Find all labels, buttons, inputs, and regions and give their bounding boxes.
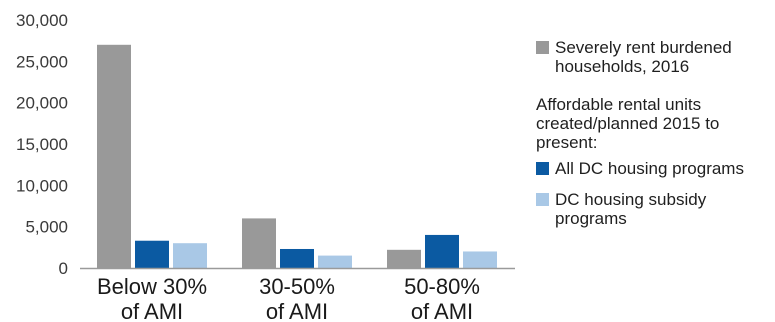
legend-label-dc-housing-subsidy-programs: DC housing subsidy programs bbox=[555, 190, 707, 228]
x-category-label: of AMI bbox=[266, 299, 328, 322]
bar bbox=[280, 248, 314, 268]
x-category-label: 50-80% bbox=[404, 274, 480, 299]
bar bbox=[173, 243, 207, 268]
legend-label-all-dc-housing-programs: All DC housing programs bbox=[555, 159, 744, 178]
bar bbox=[387, 249, 421, 268]
legend-heading: Affordable rental units created/planned … bbox=[536, 95, 720, 152]
y-tick-label: 25,000 bbox=[16, 52, 68, 71]
x-category-label: 30-50% bbox=[259, 274, 335, 299]
bar bbox=[97, 44, 131, 268]
x-category-label: Below 30% bbox=[97, 274, 207, 299]
y-tick-label: 20,000 bbox=[16, 94, 68, 113]
y-tick-label: 30,000 bbox=[16, 11, 68, 30]
legend: Severely rent burdened households, 2016 … bbox=[536, 38, 771, 228]
bar bbox=[242, 218, 276, 268]
y-tick-label: 10,000 bbox=[16, 176, 68, 195]
y-axis: 30,000 25,000 20,000 15,000 10,000 5,000 0 bbox=[16, 11, 68, 278]
y-tick-label: 15,000 bbox=[16, 135, 68, 154]
legend-item-severely-rent-burdened: Severely rent burdened households, 2016 bbox=[536, 38, 771, 76]
bars bbox=[97, 44, 497, 268]
bar bbox=[135, 240, 169, 268]
bar bbox=[318, 255, 352, 268]
legend-label-severely-rent-burdened: Severely rent burdened households, 2016 bbox=[555, 38, 732, 76]
bar bbox=[463, 251, 497, 268]
legend-swatch-dc-housing-subsidy-programs bbox=[536, 193, 549, 206]
legend-swatch-severely-rent-burdened bbox=[536, 41, 549, 54]
legend-item-all-dc-housing-programs: All DC housing programs bbox=[536, 159, 771, 178]
y-tick-label: 0 bbox=[59, 259, 68, 278]
x-category-label: of AMI bbox=[411, 299, 473, 322]
legend-item-dc-housing-subsidy-programs: DC housing subsidy programs bbox=[536, 190, 771, 228]
x-category-label: of AMI bbox=[121, 299, 183, 322]
bar bbox=[425, 234, 459, 268]
y-tick-label: 5,000 bbox=[25, 218, 68, 237]
legend-swatch-all-dc-housing-programs bbox=[536, 162, 549, 175]
